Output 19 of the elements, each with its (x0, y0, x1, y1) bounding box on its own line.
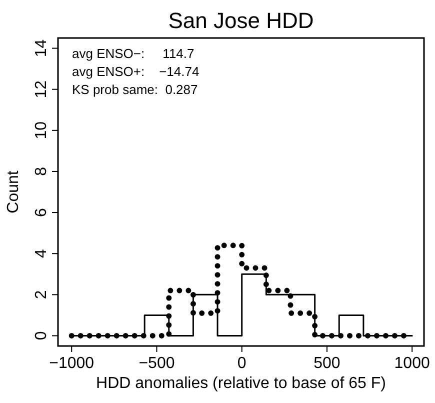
y-tick-label: 6 (33, 208, 50, 217)
annotation: KS prob same: 0.287 (72, 82, 198, 97)
y-tick-label: 12 (33, 80, 50, 98)
y-tick-label: 0 (33, 331, 50, 340)
x-tick-label: −1000 (49, 355, 94, 372)
x-tick-label: 500 (314, 355, 340, 372)
x-tick-label: 1000 (394, 355, 430, 372)
x-tick-label: −500 (138, 355, 175, 372)
annotation: avg ENSO−: 114.7 (72, 46, 194, 61)
chart-title: San Jose HDD (168, 8, 314, 33)
x-axis-title: HDD anomalies (relative to base of 65 F) (96, 375, 386, 392)
y-tick-label: 4 (33, 249, 50, 258)
y-tick-label: 8 (33, 166, 50, 176)
y-tick-label: 2 (33, 290, 50, 300)
annotation: avg ENSO+: −14.74 (72, 64, 200, 79)
y-tick-label: 10 (33, 121, 50, 140)
x-tick-label: 0 (237, 355, 246, 372)
y-tick-label: 14 (33, 39, 50, 58)
y-axis-title: Count (5, 170, 22, 214)
